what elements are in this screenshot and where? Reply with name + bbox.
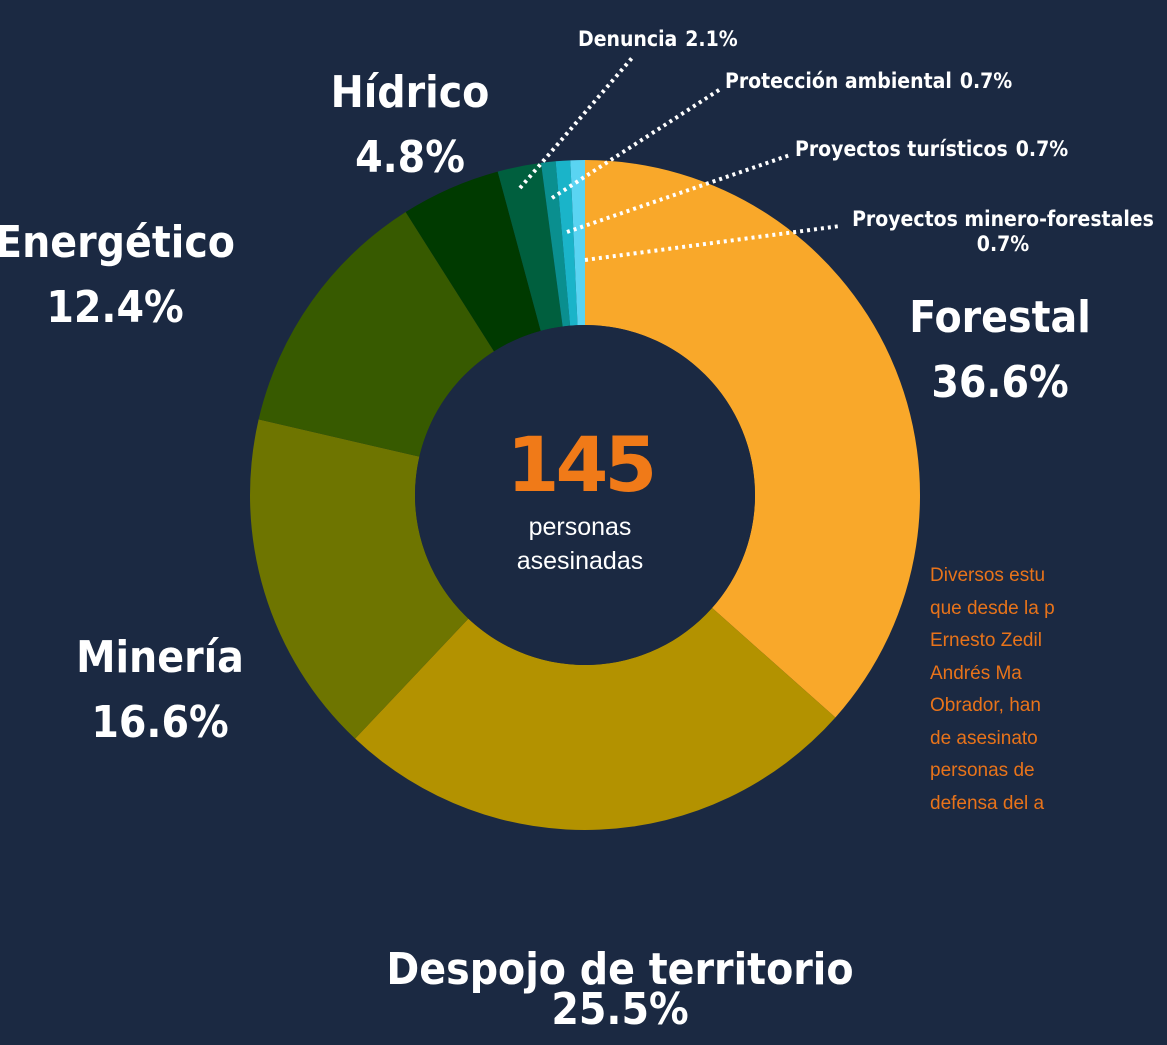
donut-slice: [585, 160, 920, 718]
leader-line: [518, 56, 634, 190]
center-value: 145: [506, 420, 658, 509]
center-text: personas asesinadas: [516, 513, 644, 575]
side-text-line: Andrés Ma: [930, 662, 1022, 684]
slice-value-label: 0.7%: [1016, 137, 1068, 161]
slice-label: Denuncia 2.1%: [578, 27, 738, 51]
slice-label: Despojo de territorio: [386, 944, 853, 995]
side-text: Diversos estu que desde la p Ernesto Zedil…: [930, 560, 1055, 820]
slice-label: Protección ambiental 0.7%: [725, 69, 1012, 93]
side-text-line: Obrador, han: [930, 695, 1041, 716]
donut-slice: [497, 162, 563, 331]
slice-value-label: 12.4%: [46, 282, 183, 333]
donut-slice: [540, 161, 571, 327]
leader-line: [584, 224, 841, 262]
slice-label: Energético: [0, 217, 235, 268]
slice-name: Protección ambiental: [725, 69, 952, 93]
donut-slice: [570, 160, 585, 326]
donut-slice: [405, 171, 541, 352]
donut-slice: [249, 419, 469, 739]
slice-label: Forestal: [909, 292, 1091, 343]
slice-value-label: 0.7%: [977, 232, 1029, 256]
slice-label: Proyectos turísticos 0.7%: [795, 137, 1068, 161]
donut-slice: [258, 212, 494, 457]
slice-name: Proyectos turísticos: [795, 137, 1008, 161]
leader-line: [566, 153, 791, 234]
side-text-line: que desde la p: [930, 597, 1055, 619]
side-text-line: Ernesto Zedil: [930, 630, 1042, 651]
donut-hole: [415, 325, 755, 665]
side-text-line: defensa del a: [930, 792, 1045, 814]
donut-slice: [555, 160, 578, 326]
slice-label: Proyectos minero-forestales: [852, 207, 1154, 231]
slice-value-label: 0.7%: [960, 69, 1012, 93]
slice-label: Minería: [76, 632, 244, 683]
slice-value-label: 25.5%: [551, 984, 688, 1035]
side-text-line: de asesinato: [930, 727, 1038, 749]
slice-value-label: 4.8%: [355, 132, 465, 183]
side-text-line: Diversos estu: [930, 565, 1046, 586]
side-text-line: personas de: [930, 760, 1035, 781]
slice-name: Denuncia: [578, 27, 677, 51]
slice-label: Hídrico: [331, 67, 490, 118]
slice-value-label: 2.1%: [685, 27, 737, 51]
slice-value-label: 36.6%: [931, 357, 1068, 408]
donut-slice: [355, 607, 836, 831]
center-label: 145 personas asesinadas: [430, 420, 730, 578]
slice-value-label: 16.6%: [91, 697, 228, 748]
leader-line: [550, 86, 724, 200]
